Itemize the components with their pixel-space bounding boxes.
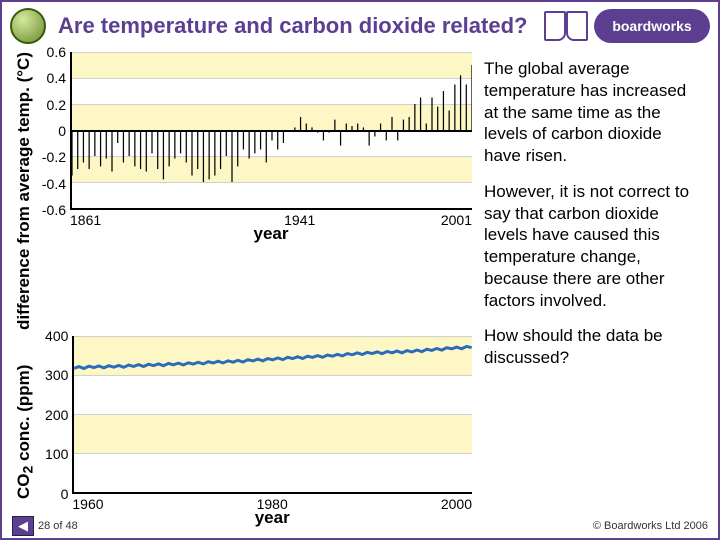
title-bar: Are temperature and carbon dioxide relat… [6,6,714,46]
temp-chart-ylabel: difference from average temp. (°C) [12,52,36,330]
paragraph-1: The global average temperature has incre… [484,58,700,167]
temp-chart-yticks: 0.60.40.20-0.2-0.4-0.6 [36,52,70,210]
temp-chart-xticks: 186119412001 [70,210,472,226]
co2-chart: CO2 conc. (ppm) 4003002001000 1960198020… [12,336,472,528]
co2-chart-plot [72,336,472,494]
footer: ◀ 28 of 48 © Boardworks Ltd 2006 [12,516,708,536]
text-column: The global average temperature has incre… [472,52,708,512]
co2-chart-ylabel: CO2 conc. (ppm) [12,336,38,528]
globe-icon [10,8,46,44]
charts-column: difference from average temp. (°C) 0.60.… [12,52,472,512]
co2-chart-xticks: 196019802000 [72,494,472,510]
page-number: 28 of 48 [38,520,78,532]
co2-chart-yticks: 4003002001000 [38,336,72,494]
brand-text: boardworks [612,18,691,34]
copyright: © Boardworks Ltd 2006 [593,520,708,532]
nav-back-button[interactable]: ◀ [12,516,34,536]
paragraph-3: How should the data be discussed? [484,325,700,369]
brand-badge: boardworks [594,9,710,43]
paragraph-2: However, it is not correct to say that c… [484,181,700,312]
temp-chart: difference from average temp. (°C) 0.60.… [12,52,472,330]
slide-page: Are temperature and carbon dioxide relat… [0,0,720,540]
book-icon [544,11,588,41]
temp-chart-plot [70,52,472,210]
content-area: difference from average temp. (°C) 0.60.… [12,52,708,512]
page-title: Are temperature and carbon dioxide relat… [46,13,544,39]
temp-chart-xlabel: year [36,224,472,244]
